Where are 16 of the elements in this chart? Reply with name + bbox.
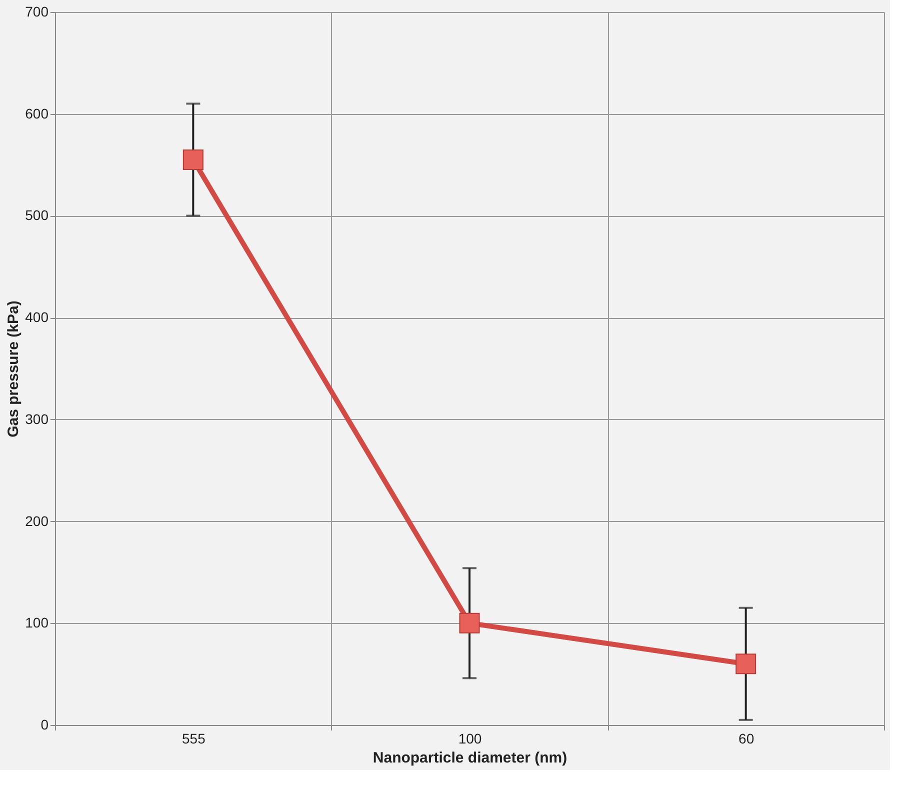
point	[736, 654, 756, 674]
y-tick-label: 0	[40, 716, 49, 732]
y-tick-label: 500	[25, 207, 49, 224]
point	[182, 149, 204, 170]
y-axis-title: Gas pressure (kPa)	[5, 300, 22, 438]
y-tick-label: 200	[25, 512, 49, 529]
y-tick-label: 600	[25, 105, 49, 122]
x-tick-label: 555	[182, 730, 206, 746]
y-tick-label: 700	[25, 4, 49, 20]
x-tick-label: 60	[738, 730, 754, 746]
point	[459, 612, 480, 634]
x-tick-label: 100	[458, 730, 482, 746]
y-tick-label: 100	[25, 614, 49, 631]
y-tick-label: 400	[25, 309, 49, 326]
x-axis-title: Nanoparticle diameter (nm)	[372, 750, 568, 766]
y-tick-label: 300	[25, 410, 49, 427]
